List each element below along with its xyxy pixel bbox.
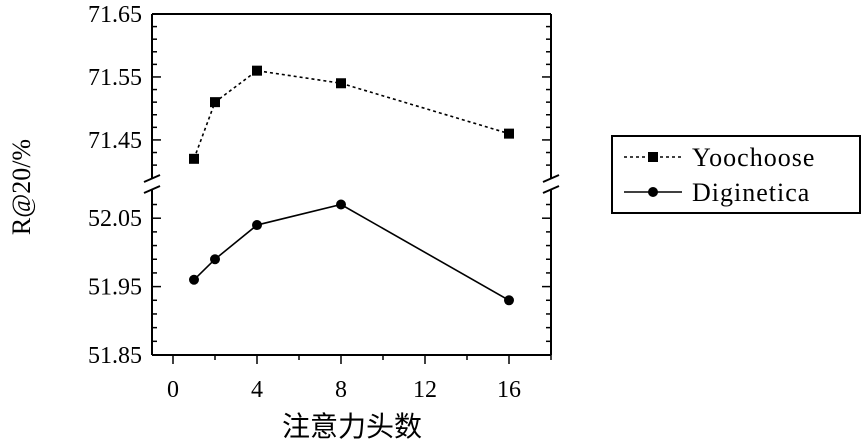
data-point-yoochoose [189, 153, 199, 164]
data-point-diginetica [210, 254, 220, 265]
y-axis-label: R@20/% [7, 139, 36, 235]
x-tick-label: 12 [413, 377, 437, 403]
axis-break-mark-a-1 [542, 174, 560, 183]
data-point-yoochoose [210, 97, 220, 108]
axis-break-mark-b-0 [143, 185, 161, 194]
x-axis-label: 注意力头数 [282, 410, 422, 442]
axis-break-mark-a-0 [143, 174, 161, 183]
x-tick-label: 0 [167, 377, 179, 403]
data-point-yoochoose [504, 128, 514, 139]
y-tick-label: 71.55 [88, 65, 142, 91]
y-tick-label: 51.85 [88, 343, 142, 369]
data-point-diginetica [504, 295, 514, 306]
x-tick-label: 8 [335, 377, 347, 403]
axis-break-gap-1 [543, 179, 559, 189]
series-line-yoochoose [193, 69, 510, 160]
legend-label-diginetica: Diginetica [692, 178, 810, 207]
series-line-diginetica [193, 203, 510, 301]
legend: Yoochoose Diginetica [611, 135, 861, 214]
data-point-diginetica [252, 220, 262, 231]
plot-frame [143, 13, 560, 356]
y-tick-label: 51.95 [88, 275, 142, 301]
data-point-diginetica [189, 274, 199, 285]
legend-box [611, 135, 861, 214]
data-point-diginetica [336, 199, 346, 210]
y-tick-label: 71.45 [88, 128, 142, 154]
axis-ticks [152, 13, 552, 364]
y-tick-label: 52.05 [88, 206, 142, 232]
legend-label-yoochoose: Yoochoose [692, 143, 815, 172]
x-tick-labels: 0 4 8 12 16 [167, 377, 521, 403]
x-tick-label: 16 [497, 377, 521, 403]
data-point-yoochoose [252, 65, 262, 76]
legend-marker-yoochoose [648, 152, 658, 162]
axis-break-mark-b-1 [542, 185, 560, 194]
legend-marker-diginetica [648, 187, 658, 197]
x-tick-label: 4 [251, 377, 263, 403]
series-layer [189, 65, 514, 306]
y-tick-labels: 71.65 71.55 71.45 52.05 51.95 51.85 [88, 2, 142, 369]
axis-break-gap-0 [144, 179, 160, 189]
data-point-yoochoose [336, 78, 346, 89]
y-tick-label: 71.65 [88, 2, 142, 28]
